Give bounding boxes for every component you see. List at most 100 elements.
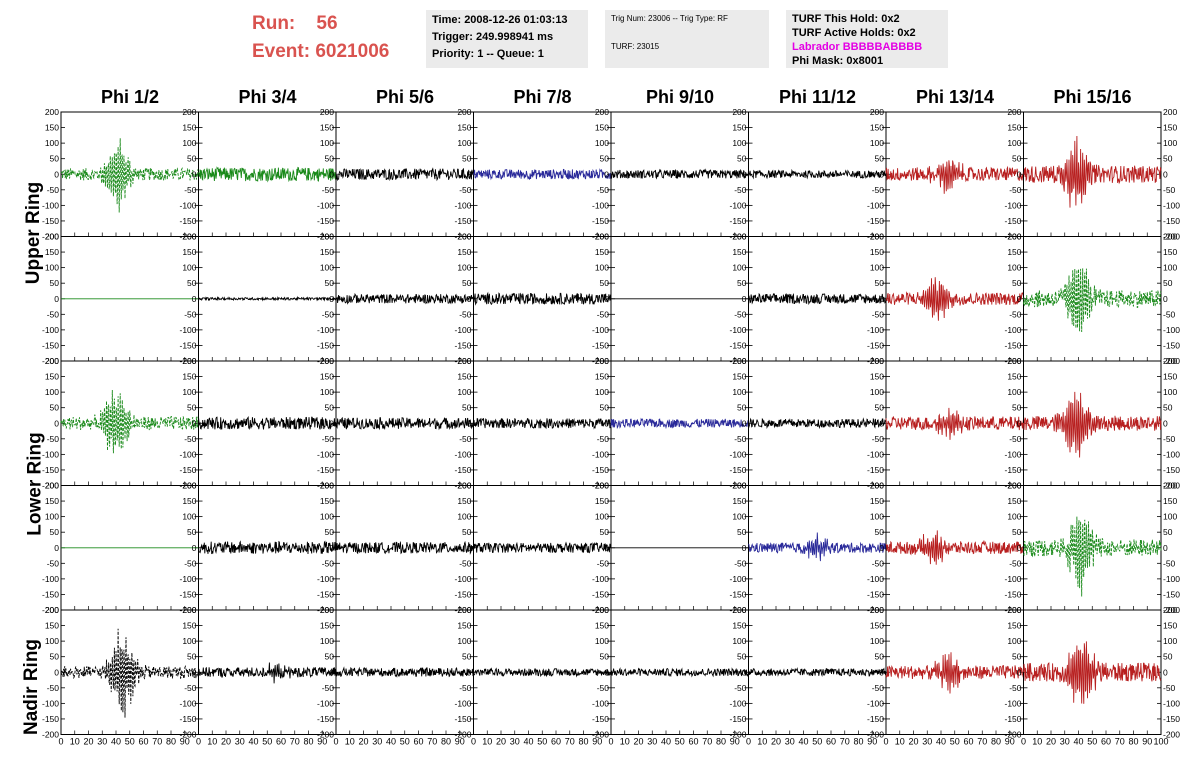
- y-tick-label: 150: [182, 123, 196, 133]
- y-tick-label: -50: [47, 558, 60, 568]
- y-tick-label: 100: [182, 512, 196, 522]
- waveform-r5-c1: [60, 628, 199, 718]
- y-tick-label: 150: [870, 496, 884, 506]
- y-tick-label: -150: [317, 714, 334, 724]
- x-tick-label: 80: [716, 737, 726, 747]
- panel-frame-r3-c1: [60, 360, 199, 486]
- y-tick-label: -150: [42, 465, 59, 475]
- y-tick-label: -150: [179, 340, 196, 350]
- y-tick-label: 0: [1163, 418, 1168, 428]
- y-tick-label: 200: [732, 107, 746, 117]
- waveform-r4-c6: [748, 532, 887, 562]
- y-tick-label: 200: [457, 107, 471, 117]
- y-tick-label: 100: [45, 263, 59, 273]
- x-tick-label: 90: [867, 737, 877, 747]
- y-tick-label: 200: [1163, 232, 1177, 242]
- y-tick-label: -150: [729, 340, 746, 350]
- y-tick-label: -100: [42, 325, 59, 335]
- y-tick-label: -50: [459, 309, 472, 319]
- y-tick-label: -50: [1009, 185, 1022, 195]
- x-tick-label: 60: [138, 737, 148, 747]
- time-trigger-box: Time: 2008-12-26 01:03:13 Trigger: 249.9…: [426, 10, 588, 68]
- y-tick-label: 0: [742, 294, 747, 304]
- x-tick-label: 20: [771, 737, 781, 747]
- y-tick-label: 150: [320, 247, 334, 257]
- x-tick-label: 30: [647, 737, 657, 747]
- waveform-r2-c3: [335, 292, 474, 305]
- y-tick-label: 50: [600, 278, 610, 288]
- y-tick-label: -100: [317, 325, 334, 335]
- y-tick-label: 200: [182, 107, 196, 117]
- waveform-r5-c6: [748, 667, 887, 677]
- y-tick-label: -150: [317, 340, 334, 350]
- y-tick-label: 150: [457, 123, 471, 133]
- y-tick-label: 50: [1163, 527, 1173, 537]
- y-tick-label: 0: [1017, 543, 1022, 553]
- y-tick-label: -200: [1163, 730, 1180, 740]
- y-tick-label: -50: [872, 683, 885, 693]
- y-tick-label: 0: [192, 543, 197, 553]
- y-tick-label: 100: [870, 263, 884, 273]
- y-tick-label: 50: [737, 278, 747, 288]
- y-tick-label: -50: [872, 185, 885, 195]
- y-tick-label: -150: [42, 589, 59, 599]
- y-tick-label: 50: [187, 278, 197, 288]
- y-tick-label: -200: [1004, 730, 1021, 740]
- y-tick-label: -150: [729, 714, 746, 724]
- y-tick-label: 150: [182, 621, 196, 631]
- y-tick-label: -50: [322, 309, 335, 319]
- y-tick-label: 0: [1017, 667, 1022, 677]
- y-tick-label: -100: [867, 698, 884, 708]
- waveform-r5-c5: [610, 667, 749, 678]
- y-tick-label: 50: [462, 154, 472, 164]
- y-tick-label: 50: [600, 154, 610, 164]
- y-tick-label: 200: [45, 356, 59, 366]
- waveform-r3-c2: [198, 415, 337, 431]
- y-tick-label: -150: [1163, 714, 1180, 724]
- y-tick-label: 0: [879, 169, 884, 179]
- x-tick-label: 0: [883, 737, 888, 747]
- x-tick-label: 80: [991, 737, 1001, 747]
- x-tick-label: 30: [372, 737, 382, 747]
- phi-header-4: Phi 7/8: [513, 87, 572, 107]
- y-tick-label: 0: [192, 294, 197, 304]
- y-tick-label: 200: [595, 356, 609, 366]
- y-tick-label: 100: [320, 636, 334, 646]
- y-tick-label: 150: [182, 372, 196, 382]
- y-tick-label: 150: [1163, 621, 1177, 631]
- y-tick-label: 150: [1007, 372, 1021, 382]
- y-tick-label: 200: [870, 107, 884, 117]
- y-tick-label: 0: [192, 667, 197, 677]
- y-tick-label: -200: [867, 730, 884, 740]
- y-tick-label: 0: [742, 169, 747, 179]
- x-tick-label: 90: [730, 737, 740, 747]
- y-tick-label: 0: [54, 169, 59, 179]
- y-tick-label: -50: [1009, 683, 1022, 693]
- y-tick-label: -100: [1004, 325, 1021, 335]
- y-tick-label: 50: [325, 278, 335, 288]
- y-tick-label: 150: [870, 247, 884, 257]
- y-tick-label: -100: [729, 574, 746, 584]
- y-tick-label: 0: [742, 418, 747, 428]
- x-tick-label: 50: [537, 737, 547, 747]
- y-tick-label: -150: [729, 465, 746, 475]
- x-tick-label: 80: [1128, 737, 1138, 747]
- x-tick-label: 20: [1046, 737, 1056, 747]
- y-tick-label: 200: [595, 107, 609, 117]
- y-tick-label: -50: [1009, 309, 1022, 319]
- y-tick-label: 50: [1163, 278, 1173, 288]
- y-tick-label: -150: [1004, 714, 1021, 724]
- x-tick-label: 50: [812, 737, 822, 747]
- y-tick-label: 100: [45, 512, 59, 522]
- y-tick-label: -50: [734, 434, 747, 444]
- y-tick-label: 50: [325, 154, 335, 164]
- y-tick-label: -150: [592, 465, 609, 475]
- y-tick-label: 150: [732, 496, 746, 506]
- y-tick-label: 200: [457, 356, 471, 366]
- y-tick-label: 150: [595, 621, 609, 631]
- y-tick-label: 0: [54, 294, 59, 304]
- y-tick-label: 200: [1007, 356, 1021, 366]
- y-tick-label: 50: [187, 652, 197, 662]
- y-tick-label: -150: [1163, 216, 1180, 226]
- y-tick-label: -100: [454, 325, 471, 335]
